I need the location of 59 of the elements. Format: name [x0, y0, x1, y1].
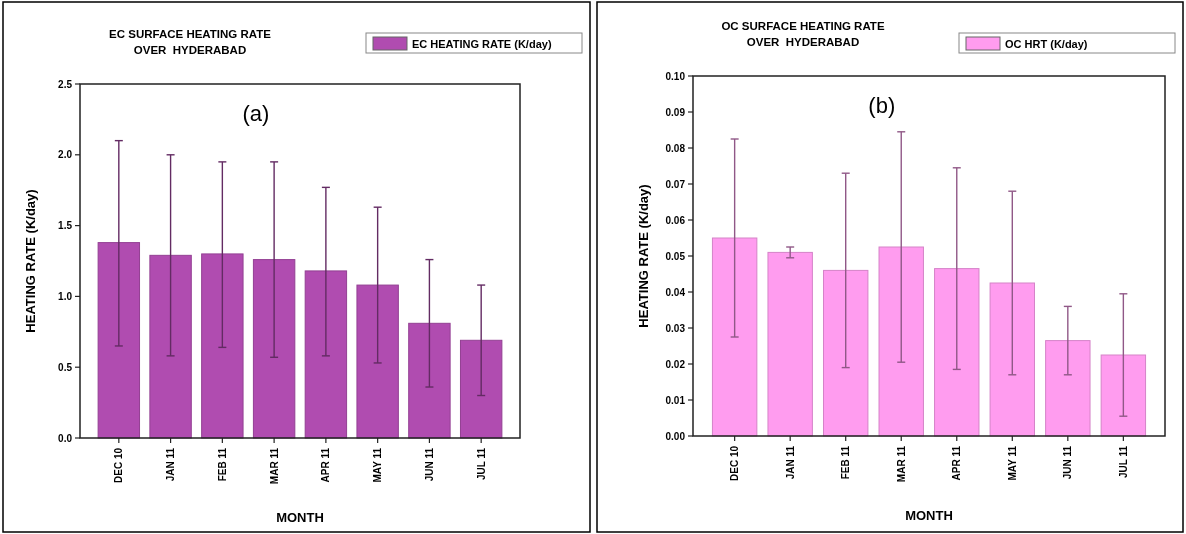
- y-tick-label: 0.02: [665, 358, 686, 370]
- bar: [934, 268, 980, 437]
- x-tick-label: FEB 11: [216, 447, 228, 482]
- x-tick-label: FEB 11: [840, 445, 852, 480]
- x-tick-label: JAN 11: [784, 445, 796, 480]
- bar: [989, 282, 1036, 437]
- y-tick-label: 0.05: [665, 250, 686, 262]
- chart-title: OC SURFACE HEATING RATE OVER HYDERABAD: [721, 20, 885, 48]
- bar: [201, 253, 244, 439]
- x-axis-title: MONTH: [276, 510, 324, 525]
- y-tick-label: 0.5: [58, 361, 73, 373]
- y-tick-label: 0.06: [665, 214, 686, 226]
- x-tick-label: DEC 10: [113, 447, 125, 484]
- y-tick-label: 0.08: [665, 142, 686, 154]
- y-tick-label: 0.04: [665, 286, 686, 298]
- x-tick-label: JUL 11: [1117, 445, 1129, 479]
- y-tick-label: 0.0: [58, 432, 73, 444]
- x-tick-label: JUN 11: [1062, 445, 1074, 480]
- y-axis-title: HEATING RATE (K/day): [23, 189, 38, 333]
- y-tick-label: 1.5: [58, 220, 73, 232]
- legend-label: EC HEATING RATE (K/day): [412, 37, 552, 50]
- y-tick-label: 0.07: [665, 178, 686, 190]
- y-tick-label: 0.01: [665, 394, 686, 406]
- x-tick-label: APR 11: [320, 447, 332, 483]
- y-tick-label: 0.10: [665, 70, 686, 82]
- y-tick-label: 0.09: [665, 106, 686, 118]
- x-tick-label: DEC 10: [729, 445, 741, 482]
- x-tick-label: MAR 11: [895, 445, 907, 483]
- x-tick-label: JUN 11: [423, 447, 435, 482]
- bar: [459, 339, 503, 439]
- annotation: (a): [242, 101, 270, 126]
- bar: [822, 269, 869, 437]
- annotation: (b): [868, 93, 896, 118]
- chart-title: EC SURFACE HEATING RATE OVER HYDERABAD: [109, 28, 272, 56]
- bar: [878, 246, 924, 437]
- bar: [252, 259, 296, 439]
- y-tick-label: 0.03: [665, 322, 686, 334]
- y-tick-label: 2.5: [58, 78, 73, 90]
- x-tick-label: MAR 11: [268, 447, 280, 485]
- x-tick-label: JAN 11: [165, 447, 177, 482]
- x-axis-title: MONTH: [905, 508, 953, 523]
- x-tick-label: APR 11: [951, 445, 963, 481]
- x-tick-label: JUL 11: [475, 447, 487, 481]
- x-tick-label: MAY 11: [372, 447, 384, 483]
- y-tick-label: 2.0: [58, 149, 73, 161]
- bar: [408, 322, 451, 439]
- legend-label: OC HRT (K/day): [1005, 37, 1088, 50]
- bar: [1100, 354, 1147, 437]
- y-tick-label: 0.00: [665, 430, 686, 442]
- bar: [767, 251, 813, 437]
- bar: [1045, 340, 1091, 437]
- bar: [149, 254, 192, 439]
- y-tick-label: 1.0: [58, 290, 73, 302]
- x-tick-label: MAY 11: [1006, 445, 1018, 481]
- bar: [356, 284, 399, 439]
- y-axis-title: HEATING RATE (K/day): [636, 184, 651, 328]
- bar: [711, 237, 758, 437]
- bar: [97, 242, 141, 439]
- bar: [304, 270, 348, 439]
